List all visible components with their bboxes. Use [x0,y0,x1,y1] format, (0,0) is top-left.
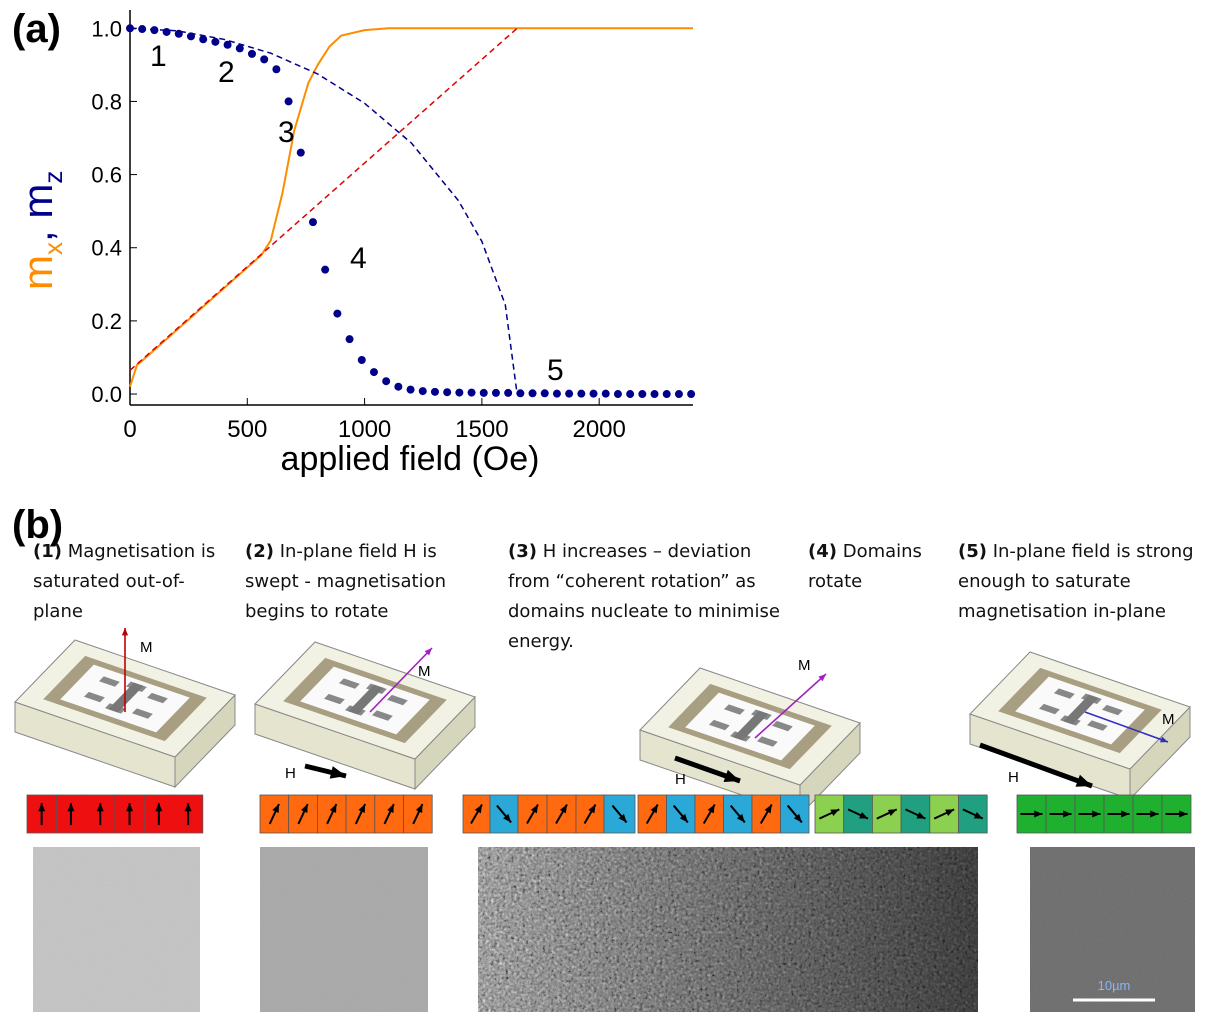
y-tick-label: 0.8 [91,89,122,114]
data-point [407,386,415,394]
data-point [211,38,219,46]
figure: (a) applied field (Oe) (b) 0.00.20.40.60… [0,0,1206,1012]
caption: (1) Magnetisation is saturated out-of-pl… [33,537,223,627]
y-axis-label-part: x [38,242,68,255]
data-point [638,390,646,398]
y-tick-label: 0.0 [91,382,122,407]
data-point [297,149,305,157]
data-point [626,390,634,398]
m-label: M [1162,711,1175,728]
data-point [163,28,171,36]
data-point [516,389,524,397]
data-line [130,28,517,394]
data-point [504,389,512,397]
x-tick-label: 1500 [455,416,508,443]
data-point [565,390,573,398]
scale-bar-label: 10µm [1098,978,1131,993]
y-axis-label-part: , m [14,184,61,242]
data-point [553,390,561,398]
annotation: 5 [547,354,564,387]
data-point [577,390,585,398]
data-point [358,356,366,364]
data-point [370,368,378,376]
caption-number: (3) [508,541,537,562]
annotation: 4 [350,242,367,275]
caption-number: (4) [808,541,837,562]
data-point [248,50,256,58]
caption-number: (1) [33,541,62,562]
caption-text: In-plane field H is swept - magnetisatio… [245,541,446,622]
annotation: 1 [150,40,167,73]
data-point [480,389,488,397]
panel-a-label: (a) [12,7,61,51]
data-point [419,387,427,395]
data-point [663,390,671,398]
data-point [321,266,329,274]
m-label: M [140,639,153,656]
y-tick-label: 0.6 [91,163,122,188]
m-label: M [798,657,811,674]
chart: (a) applied field (Oe) (b) 0.00.20.40.60… [0,0,1206,1012]
data-point [260,55,268,63]
x-tick-label: 2000 [572,416,625,443]
y-tick-label: 0.2 [91,309,122,334]
caption-number: (2) [245,541,274,562]
annotation: 3 [278,116,295,149]
data-point [285,97,293,105]
data-point [333,310,341,318]
data-point [541,389,549,397]
caption: (2) In-plane field H is swept - magnetis… [245,537,475,627]
caption-text: In-plane field is strong enough to satur… [958,541,1194,622]
data-point [492,389,500,397]
data-point [382,377,390,385]
h-label: H [285,765,296,782]
y-tick-label: 1.0 [91,16,122,41]
caption-number: (5) [958,541,987,562]
h-label: H [675,771,686,788]
caption-text: H increases – deviation from “coherent r… [508,541,780,652]
y-axis-label-part: z [38,171,68,184]
caption: (3) H increases – deviation from “cohere… [508,537,798,657]
data-point [455,389,463,397]
data-point [309,218,317,226]
annotation: 2 [218,56,235,89]
micrograph-texture [33,847,200,1012]
data-point [394,383,402,391]
data-point [687,390,695,398]
caption: (5) In-plane field is strong enough to s… [958,537,1203,627]
caption: (4) Domains rotate [808,537,943,597]
data-point [529,389,537,397]
data-point [468,389,476,397]
x-tick-label: 1000 [338,416,391,443]
data-point [602,390,610,398]
x-tick-label: 500 [227,416,267,443]
h-label: H [1008,769,1019,786]
y-axis-label: mx, mz [14,171,68,290]
data-point [199,35,207,43]
data-line [130,28,693,386]
data-point [443,388,451,396]
y-axis-label-part: m [14,255,61,290]
micrograph-texture [260,847,428,1012]
x-axis-label: applied field (Oe) [281,440,540,478]
x-tick-label: 0 [123,416,136,443]
m-label: M [418,663,431,680]
data-point [431,388,439,396]
y-tick-label: 0.4 [91,236,122,261]
data-point [590,390,598,398]
data-point [675,390,683,398]
data-point [272,65,280,73]
data-point [346,335,354,343]
data-point [614,390,622,398]
micrograph-shade [478,847,978,1012]
data-point [651,390,659,398]
arrow-head [122,628,128,635]
